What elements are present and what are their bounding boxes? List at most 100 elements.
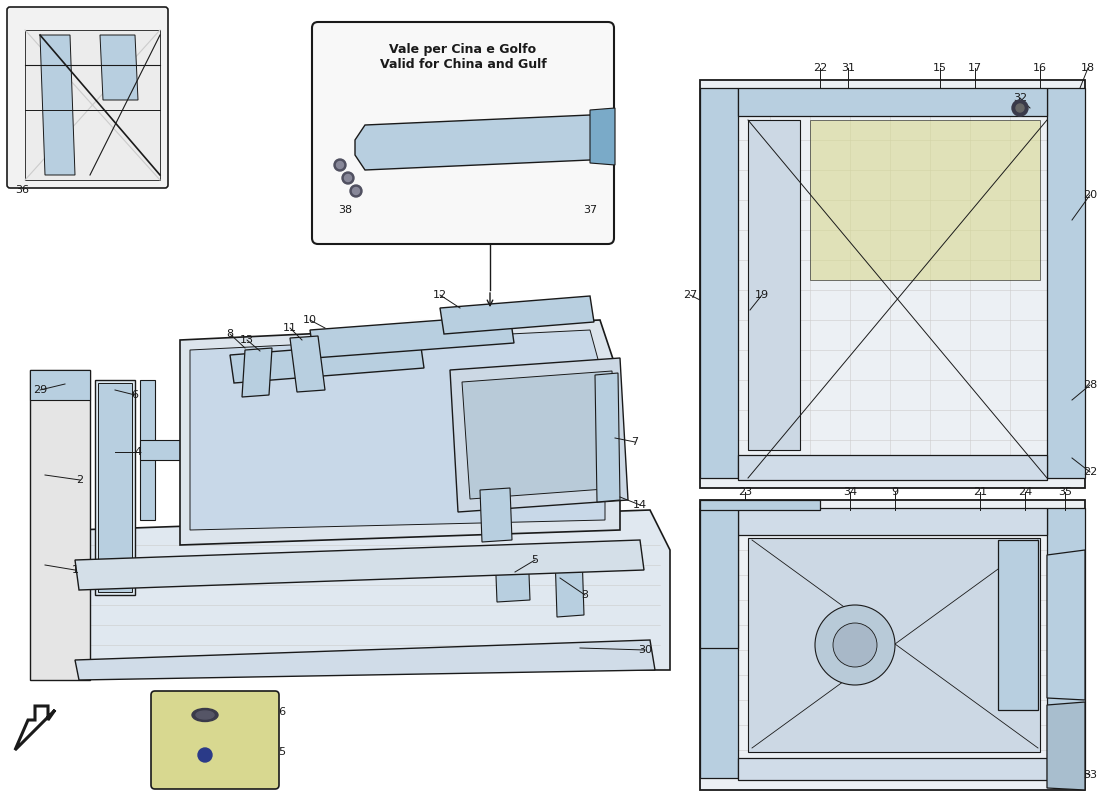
Polygon shape xyxy=(590,108,615,165)
Text: 13: 13 xyxy=(240,335,254,345)
Text: 26: 26 xyxy=(272,707,286,717)
Polygon shape xyxy=(700,508,738,778)
Polygon shape xyxy=(355,115,600,170)
Circle shape xyxy=(833,623,877,667)
Text: 14: 14 xyxy=(632,500,647,510)
Polygon shape xyxy=(75,540,644,590)
Text: 19: 19 xyxy=(755,290,769,300)
Polygon shape xyxy=(495,548,530,602)
Text: 23: 23 xyxy=(738,487,752,497)
Polygon shape xyxy=(738,455,1047,480)
Polygon shape xyxy=(595,373,620,502)
Circle shape xyxy=(342,172,354,184)
Circle shape xyxy=(1012,100,1028,116)
Text: 38: 38 xyxy=(338,205,352,215)
Polygon shape xyxy=(242,348,272,397)
Text: 9: 9 xyxy=(891,487,899,497)
Text: 29: 29 xyxy=(33,385,47,395)
Text: 35: 35 xyxy=(1058,487,1072,497)
Text: 2: 2 xyxy=(76,475,84,485)
Text: 4: 4 xyxy=(134,447,142,457)
Polygon shape xyxy=(462,371,618,499)
Polygon shape xyxy=(480,488,512,542)
Polygon shape xyxy=(25,30,160,180)
FancyBboxPatch shape xyxy=(151,691,279,789)
Polygon shape xyxy=(748,538,1040,752)
Polygon shape xyxy=(230,340,424,383)
Polygon shape xyxy=(748,120,800,450)
Polygon shape xyxy=(700,500,1085,790)
Polygon shape xyxy=(700,508,738,648)
Circle shape xyxy=(198,748,212,762)
Text: 28: 28 xyxy=(1082,380,1097,390)
Polygon shape xyxy=(1047,702,1085,790)
Ellipse shape xyxy=(196,711,214,719)
Text: Vale per Cina e Golfo: Vale per Cina e Golfo xyxy=(389,43,537,57)
Polygon shape xyxy=(140,380,155,520)
Polygon shape xyxy=(556,553,584,617)
Text: 37: 37 xyxy=(583,205,597,215)
Text: 1: 1 xyxy=(72,565,78,575)
Circle shape xyxy=(352,187,360,194)
Polygon shape xyxy=(98,383,132,592)
Text: 20: 20 xyxy=(1082,190,1097,200)
Circle shape xyxy=(815,605,895,685)
Polygon shape xyxy=(1047,508,1085,778)
Polygon shape xyxy=(310,315,514,358)
Text: 15: 15 xyxy=(933,63,947,73)
Polygon shape xyxy=(15,706,55,750)
Polygon shape xyxy=(100,35,138,100)
Text: 8: 8 xyxy=(227,329,233,339)
Polygon shape xyxy=(140,440,240,460)
Text: 21: 21 xyxy=(972,487,987,497)
Polygon shape xyxy=(40,35,75,175)
Circle shape xyxy=(350,185,362,197)
FancyBboxPatch shape xyxy=(7,7,168,188)
Text: 34: 34 xyxy=(843,487,857,497)
Polygon shape xyxy=(810,120,1040,280)
Text: 33: 33 xyxy=(1084,770,1097,780)
Polygon shape xyxy=(700,80,1085,488)
Polygon shape xyxy=(30,370,90,400)
Text: 31: 31 xyxy=(842,63,855,73)
Polygon shape xyxy=(738,88,1047,116)
Text: 30: 30 xyxy=(638,645,652,655)
Text: 24: 24 xyxy=(1018,487,1032,497)
Polygon shape xyxy=(700,88,738,478)
Polygon shape xyxy=(738,758,1047,780)
FancyBboxPatch shape xyxy=(312,22,614,244)
Polygon shape xyxy=(75,510,670,670)
Polygon shape xyxy=(95,380,135,595)
Text: 18: 18 xyxy=(1081,63,1096,73)
Polygon shape xyxy=(440,296,594,334)
Polygon shape xyxy=(180,320,620,545)
Polygon shape xyxy=(700,500,820,510)
Text: 12: 12 xyxy=(433,290,447,300)
Text: 25: 25 xyxy=(272,747,286,757)
Text: 5: 5 xyxy=(531,555,539,565)
Text: 11: 11 xyxy=(283,323,297,333)
Text: 3: 3 xyxy=(582,590,588,600)
Polygon shape xyxy=(1047,550,1085,700)
Text: 10: 10 xyxy=(302,315,317,325)
Text: 32: 32 xyxy=(1013,93,1027,103)
Text: 16: 16 xyxy=(1033,63,1047,73)
Polygon shape xyxy=(30,370,90,680)
Text: 36: 36 xyxy=(15,185,29,195)
Circle shape xyxy=(344,174,352,182)
Polygon shape xyxy=(190,330,605,530)
Circle shape xyxy=(334,159,346,171)
Text: 22: 22 xyxy=(1082,467,1097,477)
Polygon shape xyxy=(450,358,628,512)
Text: professional parts since 1: professional parts since 1 xyxy=(295,409,544,471)
Text: 7: 7 xyxy=(631,437,639,447)
Polygon shape xyxy=(738,508,1047,535)
Circle shape xyxy=(1016,104,1024,112)
Polygon shape xyxy=(290,336,324,392)
Text: 27: 27 xyxy=(683,290,697,300)
Text: 17: 17 xyxy=(968,63,982,73)
Text: Valid for China and Gulf: Valid for China and Gulf xyxy=(379,58,547,71)
Text: 6: 6 xyxy=(132,390,139,400)
Polygon shape xyxy=(998,540,1038,710)
Polygon shape xyxy=(75,640,654,680)
